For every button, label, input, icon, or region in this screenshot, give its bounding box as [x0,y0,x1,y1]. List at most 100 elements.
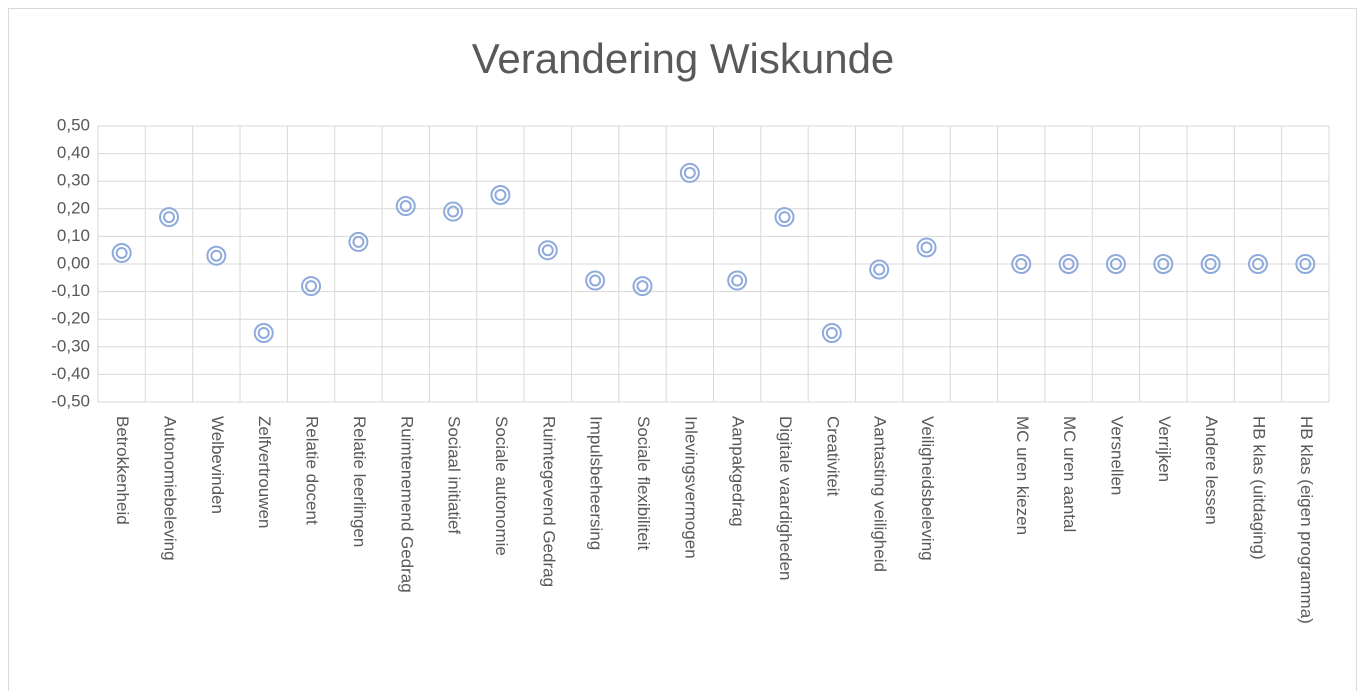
marker-inner [731,274,744,287]
marker-outer [111,242,132,263]
marker [253,323,274,343]
x-tick-label: Ruimtenemend Gedrag [397,416,416,593]
marker [1247,254,1268,274]
x-tick-label: Andere lessen [1202,416,1221,525]
marker [1200,254,1221,274]
x-tick-label: Impulsbeheersing [587,416,606,550]
x-tick-label: Verrijken [1155,416,1174,482]
marker [1153,254,1174,274]
marker-inner [305,280,318,293]
marker-inner [399,200,412,213]
marker-inner [825,327,838,339]
marker [727,270,748,291]
marker-outer [395,196,416,217]
marker [1011,254,1032,274]
marker [443,201,464,222]
x-tick-label: Versnellen [1107,416,1126,495]
x-tick-label: Creativiteit [823,416,842,497]
marker [632,276,653,297]
marker-inner [1109,258,1122,270]
marker-inner [778,211,791,224]
x-tick-label: MC uren kiezen [1013,416,1032,535]
marker-inner [636,280,649,293]
x-tick-label: Veiligheidsbeleving [918,416,937,561]
marker-inner [447,205,460,218]
marker-outer [253,323,274,343]
x-tick-label: MC uren aantal [1060,416,1079,532]
x-tick-label: Relatie docent [303,416,322,525]
y-tick-label: 0,20 [57,198,90,217]
x-tick-label: Betrokkenheid [113,416,132,525]
marker [679,162,700,183]
y-tick-label: 0,30 [57,171,90,190]
y-tick-label: -0,50 [51,391,90,410]
marker-outer [869,259,890,280]
marker-inner [920,241,933,254]
marker-outer [159,207,180,228]
marker-inner [873,263,886,276]
marker-inner [494,189,507,201]
y-tick-label: -0,20 [51,309,90,328]
marker [1295,254,1316,274]
marker-outer [727,270,748,291]
marker-inner [683,166,696,179]
marker [774,207,795,228]
marker [490,185,511,205]
marker-outer [1295,254,1316,274]
marker-outer [490,185,511,205]
x-tick-label: Zelfvertrouwen [255,416,274,528]
x-tick-label: Sociaal initiatief [445,416,464,534]
x-tick-label: Aantasting veiligheid [871,416,890,572]
y-tick-label: 0,50 [57,115,90,134]
marker-inner [1299,258,1312,270]
marker [159,207,180,228]
marker-outer [679,162,700,183]
marker-outer [1105,254,1126,274]
marker-outer [1200,254,1221,274]
y-tick-label: 0,00 [57,253,90,272]
marker-outer [348,231,369,252]
marker-inner [257,327,270,339]
y-tick-label: 0,40 [57,143,90,162]
marker-outer [1058,254,1079,274]
x-tick-label: Digitale vaardigheden [776,416,795,580]
x-tick-label: Relatie leerlingen [350,416,369,547]
x-tick-label: Aanpakgedrag [729,416,748,527]
marker-inner [541,244,554,257]
marker-inner [1015,258,1028,270]
marker-outer [774,207,795,228]
marker-outer [1247,254,1268,274]
x-tick-label: Sociale flexibiliteit [634,416,653,550]
marker-inner [352,235,365,248]
marker-inner [1251,258,1264,270]
y-tick-label: 0,10 [57,226,90,245]
marker-inner [589,274,602,287]
x-tick-label: Sociale autonomie [492,416,511,556]
marker [111,242,132,263]
marker-outer [632,276,653,297]
chart-frame [8,8,1357,691]
marker-outer [821,323,842,343]
x-tick-label: Welbevinden [208,416,227,514]
marker-outer [585,270,606,291]
marker-inner [1062,258,1075,270]
marker-outer [206,245,227,266]
x-tick-label: Ruimtegevend Gedrag [539,416,558,587]
marker-outer [916,237,937,258]
marker-inner [115,246,128,259]
marker [537,240,558,261]
marker-outer [443,201,464,222]
x-tick-label: Autonomiebeleving [161,416,180,561]
y-tick-label: -0,10 [51,281,90,300]
marker [869,259,890,280]
marker-inner [1204,258,1217,270]
marker-outer [1153,254,1174,274]
marker-inner [163,211,176,224]
marker [1105,254,1126,274]
marker [301,276,322,297]
marker [348,231,369,252]
marker [206,245,227,266]
x-tick-label: HB klas (uitdaging) [1249,416,1268,560]
y-tick-label: -0,40 [51,364,90,383]
